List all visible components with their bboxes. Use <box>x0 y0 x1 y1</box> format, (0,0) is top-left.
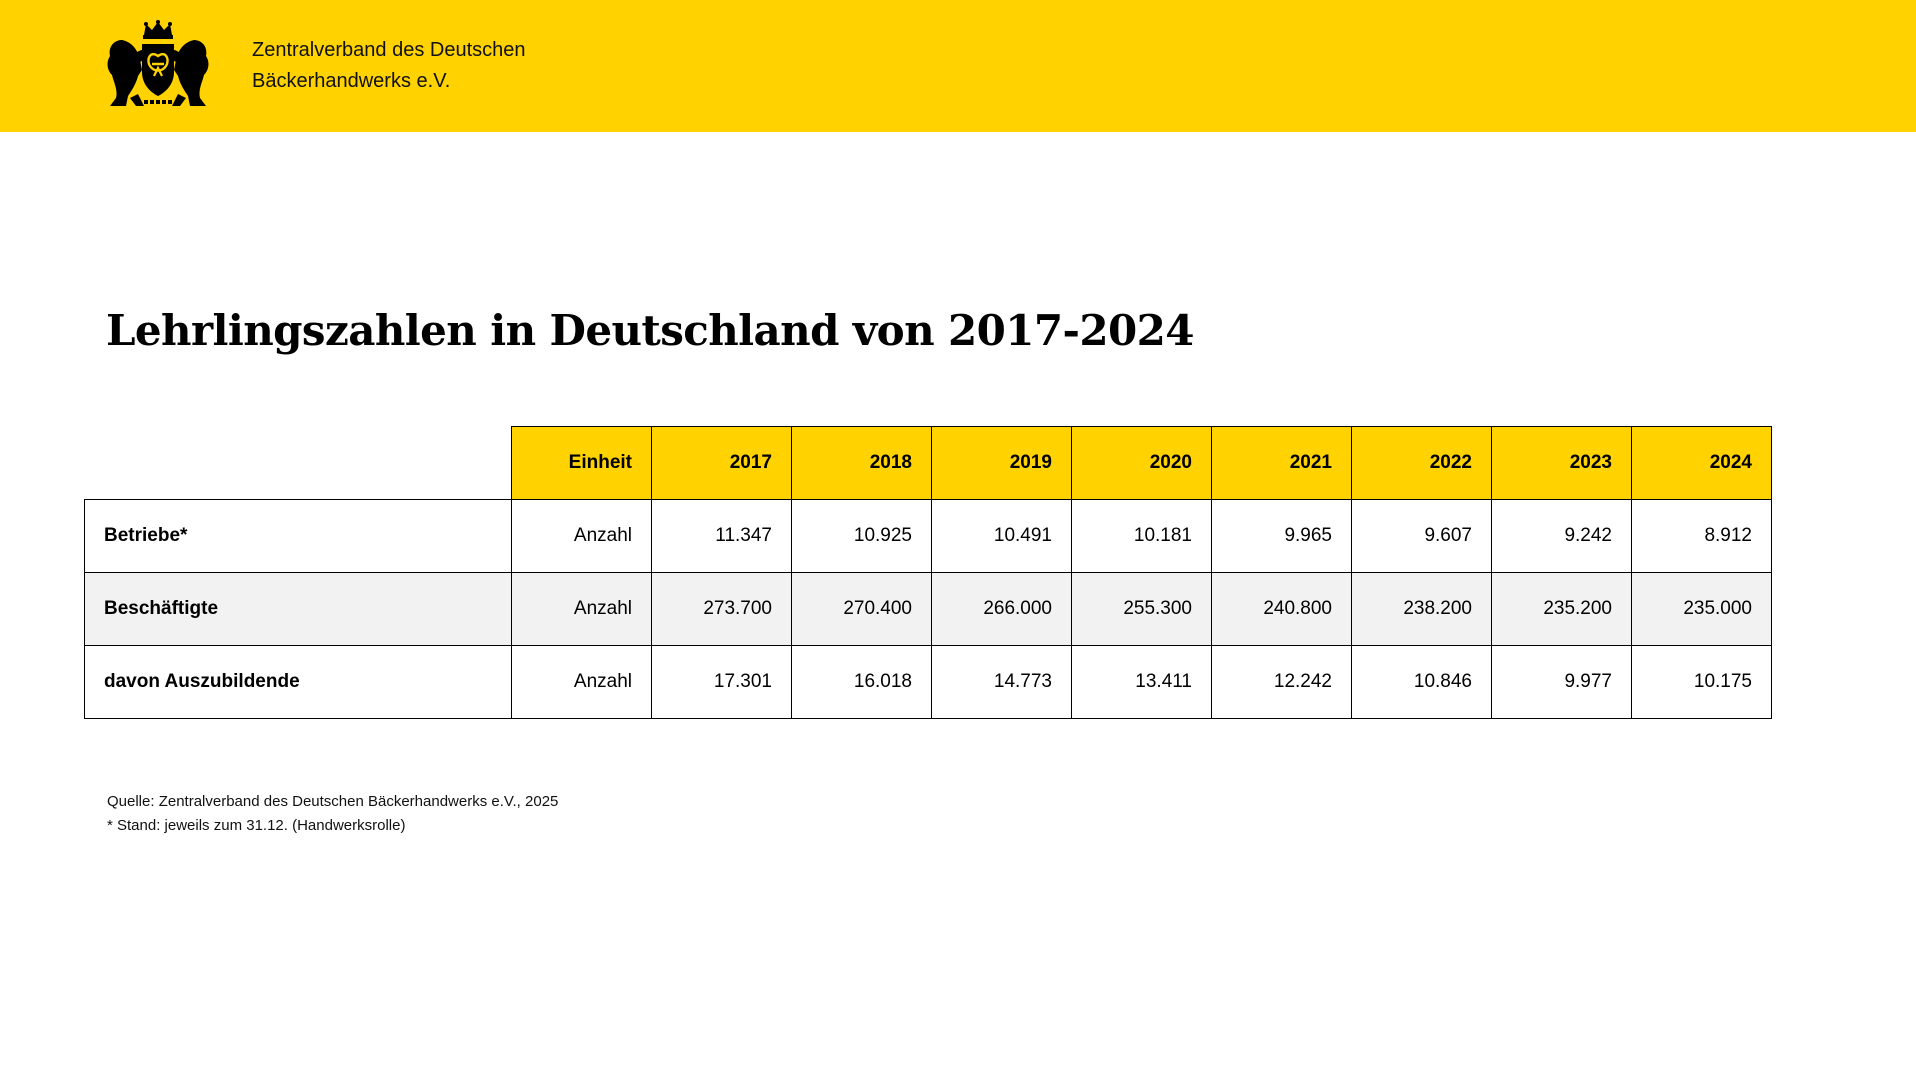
column-header-2022: 2022 <box>1351 426 1492 500</box>
row-label: Betriebe* <box>84 499 512 573</box>
value-cell: 14.773 <box>931 645 1072 719</box>
row-label: davon Auszubildende <box>84 645 512 719</box>
value-cell: 17.301 <box>651 645 792 719</box>
unit-cell: Anzahl <box>511 572 652 646</box>
column-header-2024: 2024 <box>1631 426 1772 500</box>
value-cell: 9.977 <box>1491 645 1632 719</box>
source-note: Quelle: Zentralverband des Deutschen Bäc… <box>107 793 559 810</box>
organization-name-line2: Bäckerhandwerks e.V. <box>252 70 451 92</box>
value-cell: 10.175 <box>1631 645 1772 719</box>
value-cell: 235.000 <box>1631 572 1772 646</box>
column-header-2017: 2017 <box>651 426 792 500</box>
value-cell: 273.700 <box>651 572 792 646</box>
statistics-table: Einheit 2017 2018 2019 2020 2021 2022 20… <box>84 426 1772 719</box>
column-header-2020: 2020 <box>1071 426 1212 500</box>
value-cell: 266.000 <box>931 572 1072 646</box>
value-cell: 8.912 <box>1631 499 1772 573</box>
value-cell: 9.965 <box>1211 499 1352 573</box>
organization-name-line1: Zentralverband des Deutschen <box>252 39 526 61</box>
header-bar: Zentralverband des Deutschen Bäckerhandw… <box>0 0 1916 132</box>
page-title: Lehrlingszahlen in Deutschland von 2017-… <box>106 306 1194 355</box>
column-header-2018: 2018 <box>791 426 932 500</box>
table-row: davon Auszubildende Anzahl 17.301 16.018… <box>84 645 1772 719</box>
table-header-row: Einheit 2017 2018 2019 2020 2021 2022 20… <box>84 426 1772 500</box>
column-header-2021: 2021 <box>1211 426 1352 500</box>
status-footnote: * Stand: jeweils zum 31.12. (Handwerksro… <box>107 817 406 834</box>
column-header-unit: Einheit <box>511 426 652 500</box>
value-cell: 9.242 <box>1491 499 1632 573</box>
value-cell: 13.411 <box>1071 645 1212 719</box>
value-cell: 270.400 <box>791 572 932 646</box>
column-header-2023: 2023 <box>1491 426 1632 500</box>
value-cell: 10.925 <box>791 499 932 573</box>
column-header-2019: 2019 <box>931 426 1072 500</box>
value-cell: 9.607 <box>1351 499 1492 573</box>
value-cell: 12.242 <box>1211 645 1352 719</box>
coat-of-arms-icon <box>107 20 209 106</box>
table-row: Beschäftigte Anzahl 273.700 270.400 266.… <box>84 572 1772 646</box>
column-header-empty <box>84 426 512 500</box>
value-cell: 16.018 <box>791 645 932 719</box>
value-cell: 240.800 <box>1211 572 1352 646</box>
unit-cell: Anzahl <box>511 645 652 719</box>
value-cell: 10.491 <box>931 499 1072 573</box>
value-cell: 11.347 <box>651 499 792 573</box>
value-cell: 255.300 <box>1071 572 1212 646</box>
value-cell: 10.181 <box>1071 499 1212 573</box>
table-row: Betriebe* Anzahl 11.347 10.925 10.491 10… <box>84 499 1772 573</box>
organization-name: Zentralverband des Deutschen Bäckerhandw… <box>252 35 526 97</box>
row-label: Beschäftigte <box>84 572 512 646</box>
value-cell: 238.200 <box>1351 572 1492 646</box>
footnotes: Quelle: Zentralverband des Deutschen Bäc… <box>107 790 558 838</box>
value-cell: 10.846 <box>1351 645 1492 719</box>
unit-cell: Anzahl <box>511 499 652 573</box>
value-cell: 235.200 <box>1491 572 1632 646</box>
